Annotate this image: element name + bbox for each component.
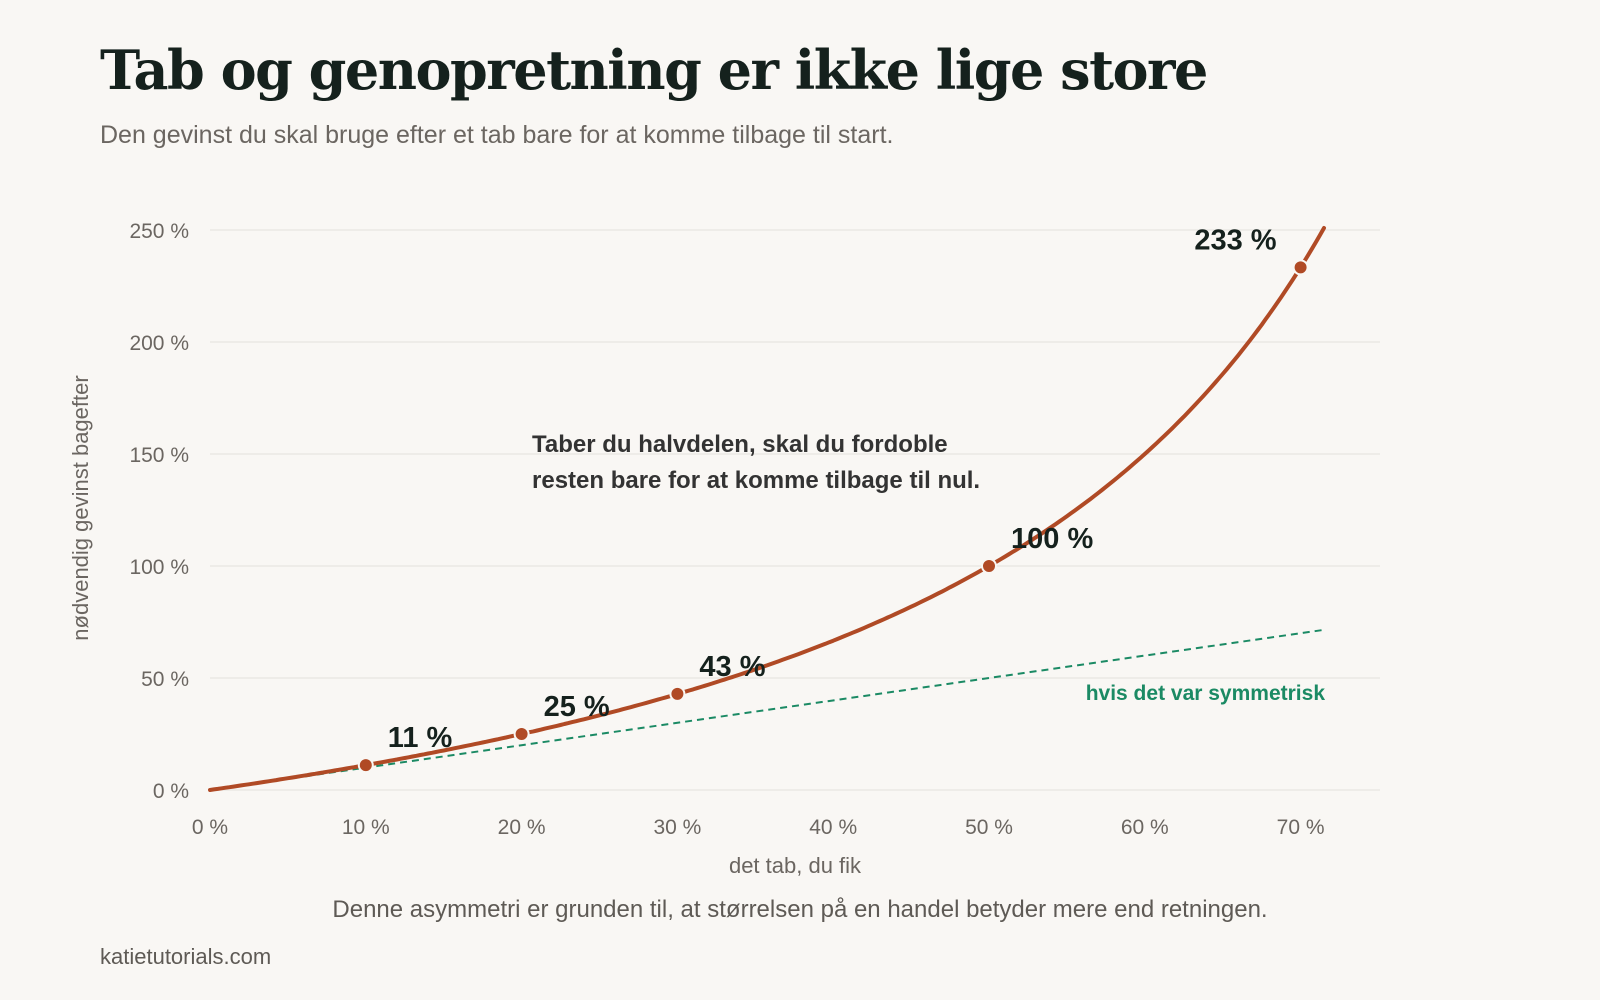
x-tick-label: 70 % (1277, 816, 1325, 839)
y-tick-label: 150 % (129, 444, 189, 467)
series-lines (208, 226, 1326, 792)
footnote: Denne asymmetri er grunden til, at størr… (332, 896, 1268, 923)
symmetric-reference-line (209, 628, 1325, 791)
data-label: 11 % (388, 722, 453, 754)
page-subtitle: Den gevinst du skal bruge efter et tab b… (100, 121, 894, 149)
y-axis-label: nødvendig gevinst bagefter (68, 375, 93, 640)
data-label: 100 % (1011, 523, 1093, 555)
x-tick-label: 60 % (1121, 816, 1169, 839)
source-credit: katietutorials.com (100, 944, 272, 969)
data-label: 233 % (1194, 224, 1276, 256)
y-tick-label: 0 % (153, 780, 189, 803)
x-tick-label: 10 % (342, 816, 390, 839)
data-points: 11 % 25 % 43 % 100 % 233 % (357, 224, 1309, 774)
annotation-line-2: resten bare for at komme tilbage til nul… (532, 467, 980, 494)
recovery-curve (208, 226, 1326, 792)
x-tick-label: 0 % (192, 816, 228, 839)
data-point (981, 558, 997, 574)
grid-lines (210, 229, 1380, 791)
data-point (513, 726, 530, 742)
annotation-line-1: Taber du halvdelen, skal du fordoble (532, 431, 948, 458)
x-tick-label: 40 % (809, 816, 857, 839)
data-point (669, 685, 686, 702)
x-axis-label: det tab, du fik (729, 853, 862, 878)
axis-ticks: 0 % 50 % 100 % 150 % 200 % 250 % 0 % 10 % 20 % 30… (129, 220, 1324, 839)
x-tick-label: 50 % (965, 816, 1013, 839)
x-tick-label: 30 % (653, 816, 701, 839)
y-tick-label: 250 % (129, 220, 189, 243)
data-point (1292, 259, 1309, 276)
data-point (357, 757, 374, 774)
y-tick-label: 50 % (141, 668, 189, 691)
page-title: Tab og genopretning er ikke lige store (100, 38, 1208, 102)
data-label: 43 % (699, 651, 765, 683)
y-tick-label: 200 % (129, 332, 189, 355)
x-tick-label: 20 % (498, 816, 546, 839)
y-tick-label: 100 % (129, 556, 189, 579)
annotation: Taber du halvdelen, skal du fordoble res… (532, 431, 980, 494)
symmetric-series-label: hvis det var symmetrisk (1086, 682, 1326, 705)
data-label: 25 % (544, 691, 610, 723)
